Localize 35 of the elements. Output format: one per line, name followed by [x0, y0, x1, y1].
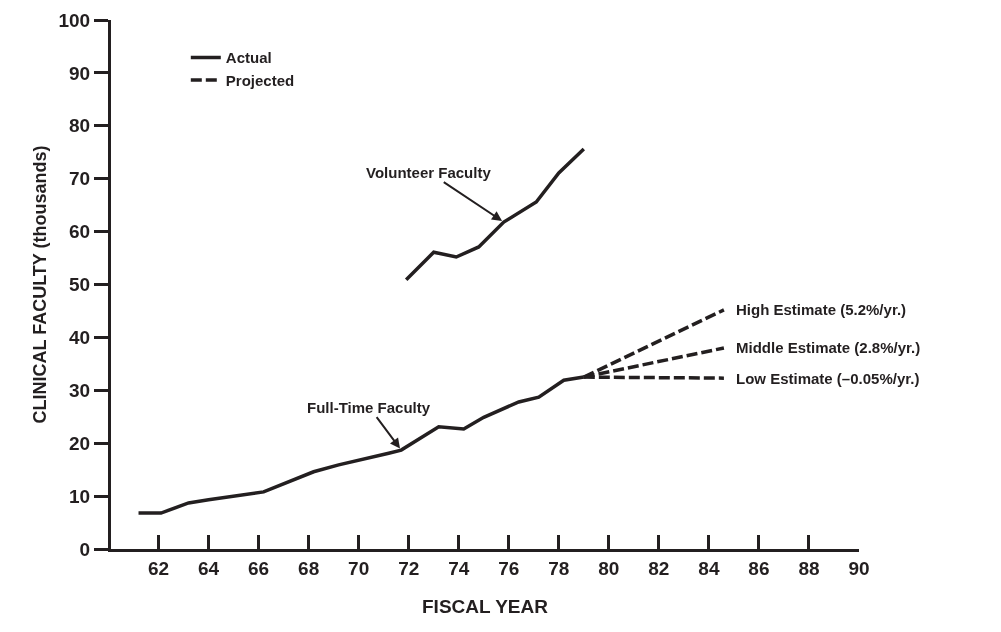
x-tick-label: 66	[248, 557, 270, 579]
x-tick-label: 72	[398, 557, 420, 579]
x-axis-title: FISCAL YEAR	[422, 595, 549, 617]
y-tick-label: 80	[69, 115, 91, 137]
legend-label: Projected	[225, 71, 295, 89]
x-tick-label: 64	[198, 557, 220, 579]
y-axis-title: CLINICAL FACULTY (thousands)	[29, 145, 50, 424]
x-tick-label: 68	[298, 557, 320, 579]
annotation: Low Estimate (–0.05%/yr.)	[736, 370, 920, 387]
x-tick-label: 76	[498, 557, 520, 579]
x-tick-label: 62	[147, 557, 170, 579]
legend-label: Actual	[225, 49, 272, 67]
y-tick-label: 30	[69, 379, 91, 401]
y-tick-label: 0	[79, 538, 91, 560]
y-tick-label: 60	[69, 221, 91, 243]
x-tick-label: 84	[698, 557, 720, 579]
annotation: Full-Time Faculty	[307, 399, 431, 416]
y-tick-label: 20	[69, 432, 91, 454]
x-tick-label: 86	[748, 557, 770, 579]
annotation: Middle Estimate (2.8%/yr.)	[736, 339, 921, 356]
x-tick-label: 74	[448, 557, 470, 579]
x-tick-label: 90	[848, 557, 870, 579]
x-tick-label: 82	[648, 557, 670, 579]
x-tick-label: 80	[598, 557, 620, 579]
annotation: High Estimate (5.2%/yr.)	[736, 301, 907, 318]
y-tick-label: 90	[69, 62, 91, 84]
y-tick-label: 70	[69, 168, 91, 190]
x-tick-label: 78	[548, 557, 570, 579]
x-tick-label: 70	[348, 557, 370, 579]
annotation: Volunteer Faculty	[366, 164, 492, 181]
y-tick-label: 50	[69, 274, 91, 296]
y-tick-label: 40	[69, 327, 91, 349]
x-tick-label: 88	[798, 557, 820, 579]
y-tick-label: 100	[58, 9, 91, 31]
y-tick-label: 10	[69, 485, 91, 507]
